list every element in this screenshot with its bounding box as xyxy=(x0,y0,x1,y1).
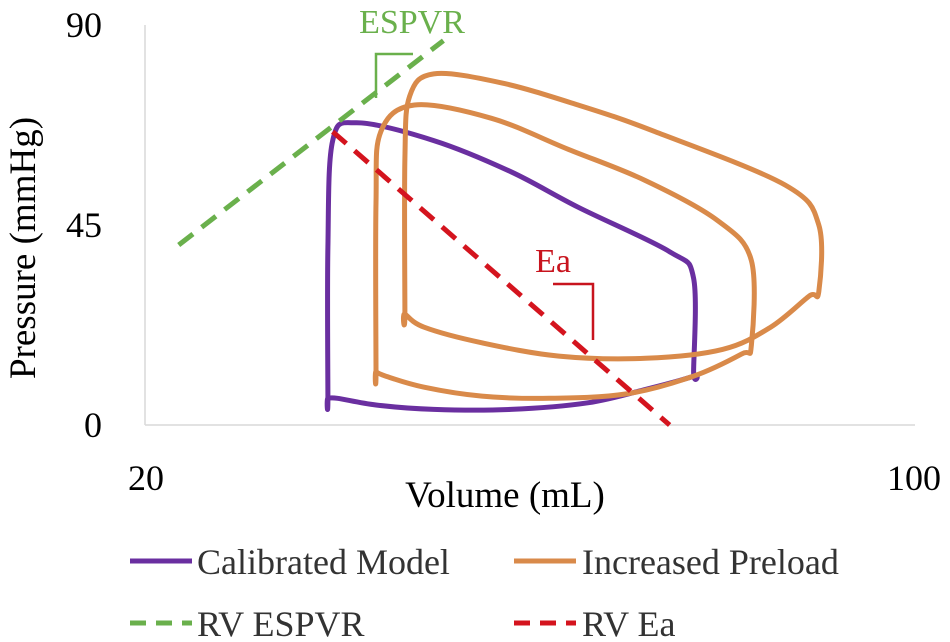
x-tick-label: 20 xyxy=(128,458,164,498)
legend-item-increased-preload: Increased Preload xyxy=(514,542,839,582)
y-axis-title: Pressure (mmHg) xyxy=(3,117,44,379)
ea-slope-triangle xyxy=(553,282,595,340)
y-tick-label: 90 xyxy=(66,5,102,45)
y-tick-label: 45 xyxy=(66,205,102,245)
legend-item-rv-ea: RV Ea xyxy=(514,604,675,642)
legend: Calibrated Model Increased Preload RV ES… xyxy=(130,542,839,642)
y-tick-labels: 90 45 0 xyxy=(66,5,102,445)
espvr-slope-triangle xyxy=(374,52,413,98)
legend-label: RV Ea xyxy=(582,604,675,642)
legend-label: Calibrated Model xyxy=(197,542,450,582)
annotation-layer: ESPVR Ea xyxy=(359,4,595,340)
ea-annotation-label: Ea xyxy=(535,243,571,280)
y-tick-label: 0 xyxy=(84,405,102,445)
series-line-rv-espvr xyxy=(177,38,445,247)
legend-item-calibrated-model: Calibrated Model xyxy=(130,542,450,582)
series-line-rv-ea xyxy=(331,129,672,427)
x-axis-title: Volume (mL) xyxy=(405,475,605,516)
x-tick-label: 100 xyxy=(887,458,941,498)
legend-label: RV ESPVR xyxy=(197,604,365,642)
series-line-increased-preload-loop-1 xyxy=(372,102,757,401)
legend-item-rv-espvr: RV ESPVR xyxy=(130,604,365,642)
series-line-increased-preload-loop-2 xyxy=(400,70,825,362)
series-line-calibrated-model-loop-0 xyxy=(324,120,700,413)
x-tick-labels: 20 100 xyxy=(128,458,941,498)
curve-layer xyxy=(177,38,825,427)
espvr-annotation-label: ESPVR xyxy=(359,4,465,41)
legend-label: Increased Preload xyxy=(582,542,839,582)
